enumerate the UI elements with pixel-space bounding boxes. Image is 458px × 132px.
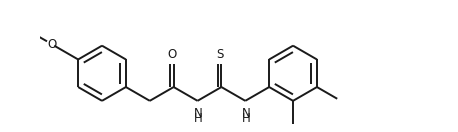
Text: S: S	[216, 48, 224, 61]
Text: N: N	[194, 107, 202, 120]
Text: H: H	[194, 112, 202, 125]
Text: O: O	[168, 48, 177, 61]
Text: H: H	[242, 112, 251, 125]
Text: N: N	[242, 107, 251, 120]
Text: O: O	[48, 38, 57, 51]
